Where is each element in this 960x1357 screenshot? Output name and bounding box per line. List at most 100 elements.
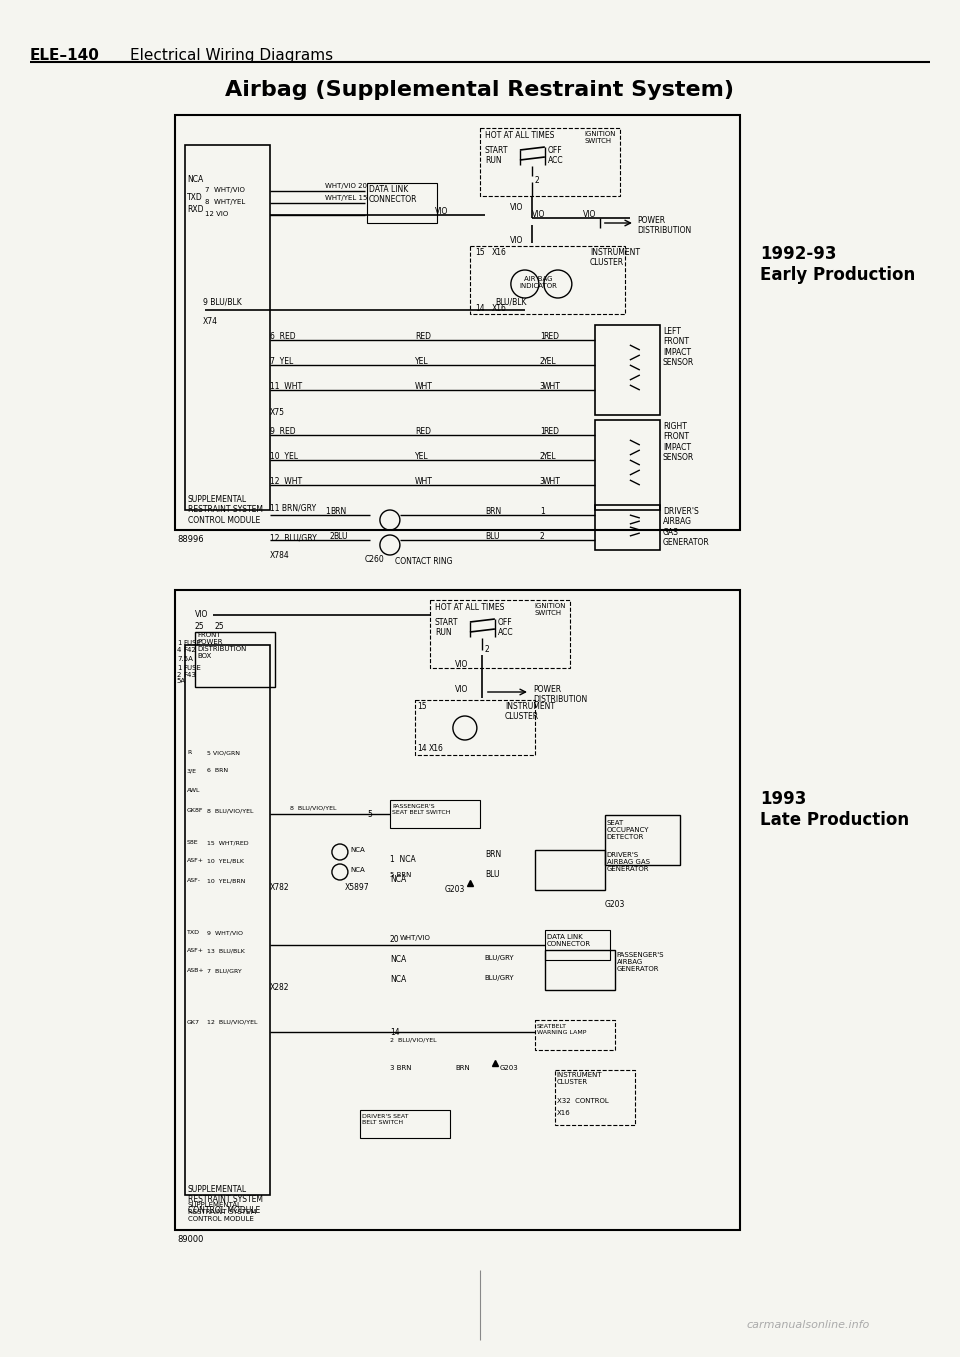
Text: 9  WHT/VIO: 9 WHT/VIO [207,930,243,935]
Bar [595,505,660,550]
Text: WHT: WHT [542,478,561,486]
Text: POWER
DISTRIBUTION: POWER DISTRIBUTION [533,685,588,704]
Text: 5A: 5A [177,678,186,684]
Text: 14: 14 [417,744,426,753]
Text: SUPPLEMENTAL
RESTRAINT SYSTEM
CONTROL MODULE: SUPPLEMENTAL RESTRAINT SYSTEM CONTROL MO… [188,1185,263,1215]
Text: 1993
Late Production: 1993 Late Production [759,790,909,829]
Text: WHT/VIO: WHT/VIO [400,935,431,940]
Text: 3/E: 3/E [187,768,197,773]
Bar [469,246,625,313]
Text: X16: X16 [557,1110,570,1115]
Text: BLU/GRY: BLU/GRY [485,955,515,961]
Text: 20: 20 [390,935,399,944]
Text: ASF+: ASF+ [187,949,204,953]
Text: 5: 5 [367,810,372,820]
Bar [185,645,270,1196]
Bar [555,1071,635,1125]
Text: 89000: 89000 [177,1235,204,1244]
Text: X782: X782 [270,883,290,892]
Text: START: START [435,617,458,627]
Text: X5897: X5897 [345,883,370,892]
Bar [360,1110,450,1139]
Text: CONTACT RING: CONTACT RING [395,556,452,566]
Bar [480,128,620,195]
Text: G203: G203 [444,885,466,894]
Text: BLU/GRY: BLU/GRY [485,974,515,981]
Text: RED: RED [542,332,559,341]
Text: RUN: RUN [485,156,501,166]
Text: FUSE
F42: FUSE F42 [183,641,201,653]
Text: SEATBELT
WARNING LAMP: SEATBELT WARNING LAMP [537,1025,587,1035]
Text: 1
4: 1 4 [177,641,181,653]
Bar [175,115,740,531]
Text: TXD: TXD [187,193,203,202]
Text: 2: 2 [540,452,544,461]
Text: DRIVER'S
AIRBAG
GAS
GENERATOR: DRIVER'S AIRBAG GAS GENERATOR [662,508,709,547]
Text: HOT AT ALL TIMES: HOT AT ALL TIMES [435,603,504,612]
Bar [175,590,740,1229]
Text: X16: X16 [492,304,507,313]
Text: 10  YEL: 10 YEL [270,452,298,461]
Text: 3 BRN: 3 BRN [390,1065,412,1071]
Text: ASF-: ASF- [187,878,201,883]
Text: 12 VIO: 12 VIO [204,210,228,217]
Text: 15: 15 [475,248,485,256]
Text: WHT/VIO 20: WHT/VIO 20 [324,183,367,189]
Text: 88996: 88996 [177,535,204,544]
Text: 2: 2 [535,176,540,185]
Text: FRONT
POWER
DISTRIBUTION
BOX: FRONT POWER DISTRIBUTION BOX [197,632,247,660]
Text: 1: 1 [540,332,544,341]
Text: G203: G203 [605,900,625,909]
Text: BRN: BRN [485,849,501,859]
Text: 2: 2 [485,645,490,654]
Bar [545,950,614,991]
Text: 3: 3 [540,478,544,486]
Text: 10  YEL/BLK: 10 YEL/BLK [207,858,244,863]
Text: 11  WHT: 11 WHT [270,383,302,391]
Text: 8  BLU/VIO/YEL: 8 BLU/VIO/YEL [207,807,253,813]
Text: R: R [187,750,191,754]
Text: NCA: NCA [390,955,406,963]
Text: SUPPLEMENTAL
RESTRAINT SYSTEM
CONTROL MODULE: SUPPLEMENTAL RESTRAINT SYSTEM CONTROL MO… [188,495,263,525]
Text: LEFT
FRONT
IMPACT
SENSOR: LEFT FRONT IMPACT SENSOR [662,327,694,368]
Text: 12  WHT: 12 WHT [270,478,302,486]
Text: 9 BLU/BLK: 9 BLU/BLK [203,297,242,305]
Bar [415,700,535,754]
Text: DATA LINK
CONNECTOR: DATA LINK CONNECTOR [547,934,591,947]
Text: IGNITION
SWITCH: IGNITION SWITCH [535,603,566,616]
Text: PASSENGER'S
AIRBAG
GENERATOR: PASSENGER'S AIRBAG GENERATOR [617,953,664,972]
Text: DATA LINK
CONNECTOR: DATA LINK CONNECTOR [369,185,418,205]
Bar [595,421,660,510]
Text: OFF: OFF [548,147,563,155]
Text: carmanualsonline.info: carmanualsonline.info [747,1320,870,1330]
Text: X16: X16 [492,248,507,256]
Text: SUPPLEMENTAL
RESTRAINT SYSTEM
CONTROL MODULE: SUPPLEMENTAL RESTRAINT SYSTEM CONTROL MO… [188,1202,256,1223]
Text: 1992-93
Early Production: 1992-93 Early Production [759,246,915,284]
Bar [535,1020,614,1050]
Text: 5 BRN: 5 BRN [390,873,411,878]
Text: 14: 14 [475,304,485,313]
Text: TXD: TXD [187,930,200,935]
Bar [535,849,605,890]
Text: ACC: ACC [498,628,514,636]
Text: 7.5A: 7.5A [177,655,193,662]
Bar [595,324,660,415]
Text: RIGHT
FRONT
IMPACT
SENSOR: RIGHT FRONT IMPACT SENSOR [662,422,694,463]
Text: OFF: OFF [498,617,513,627]
Text: IGNITION
SWITCH: IGNITION SWITCH [585,132,616,144]
Text: VIO: VIO [435,208,448,216]
Text: AIR BAG
INDICATOR: AIR BAG INDICATOR [519,275,557,289]
Text: NCA: NCA [349,867,365,873]
Text: 6  RED: 6 RED [270,332,296,341]
Text: PASSENGER'S
SEAT BELT SWITCH: PASSENGER'S SEAT BELT SWITCH [392,803,450,814]
Text: 14: 14 [390,1029,399,1037]
Text: 13  BLU/BLK: 13 BLU/BLK [207,949,245,953]
Text: BLU: BLU [485,870,499,879]
Text: YEL: YEL [415,357,428,366]
Bar [545,930,610,959]
Text: WHT/YEL 15: WHT/YEL 15 [324,195,368,201]
Text: BLU: BLU [485,532,499,541]
Text: YEL: YEL [415,452,428,461]
Bar [185,145,270,510]
Text: VIO: VIO [532,210,545,218]
